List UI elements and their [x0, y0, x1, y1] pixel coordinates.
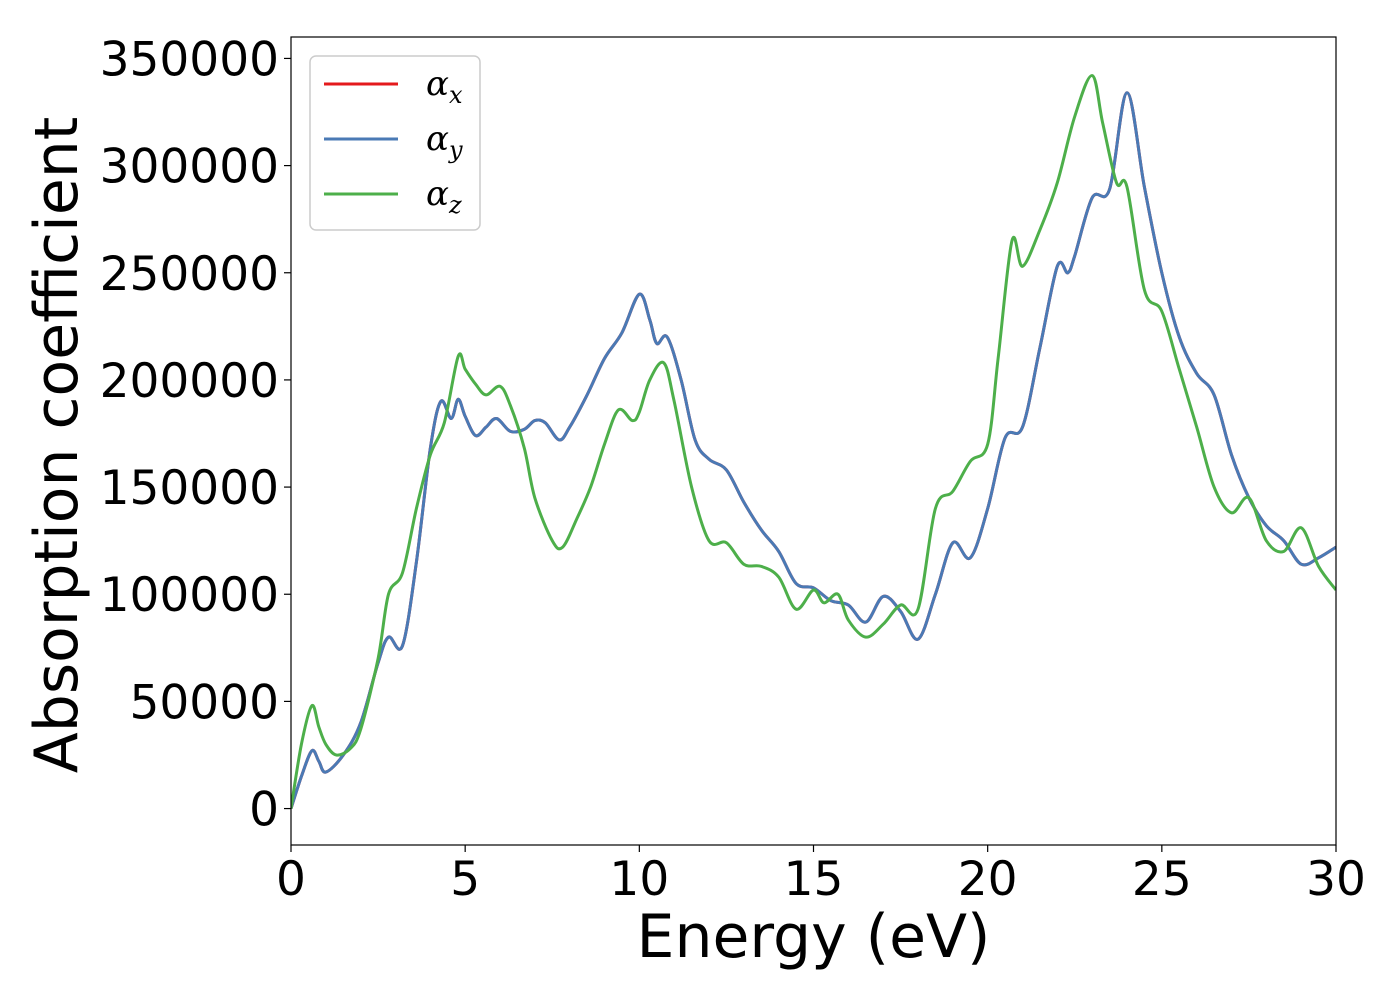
legend-label-base: α — [426, 119, 449, 159]
y-tick-label: 350000 — [100, 32, 279, 87]
y-tick-label: 250000 — [100, 247, 279, 302]
y-axis-ticks: 0 50000 100000 150000 200000 250000 300000 3500… — [100, 32, 291, 838]
y-tick-label: 0 — [249, 783, 279, 838]
legend-label: αx — [426, 64, 463, 109]
series-layer — [291, 74, 1336, 810]
y-tick-label: 100000 — [100, 568, 279, 623]
legend-label-sub: x — [449, 81, 463, 109]
y-tick-label: 50000 — [129, 675, 279, 730]
plot-frame — [290, 36, 1337, 846]
x-tick-label: 10 — [609, 852, 669, 907]
legend-label-base: α — [426, 64, 449, 104]
y-axis-title: Absorption coefficient — [22, 117, 92, 774]
x-tick-label: 15 — [784, 852, 844, 907]
x-tick-label: 25 — [1132, 852, 1192, 907]
x-axis-ticks: 0 5 10 15 20 25 30 — [276, 845, 1366, 907]
legend-label-sub: z — [448, 191, 462, 219]
legend-label: αz — [426, 174, 462, 219]
series-line-z — [291, 74, 1336, 809]
y-tick-label: 300000 — [100, 140, 279, 195]
legend-box — [309, 55, 481, 231]
legend-label: αy — [426, 119, 463, 164]
legend-label-base: α — [426, 174, 449, 214]
x-tick-label: 30 — [1306, 852, 1366, 907]
y-tick-label: 150000 — [100, 461, 279, 516]
x-tick-label: 5 — [450, 852, 480, 907]
legend-label-sub: y — [448, 136, 463, 164]
x-axis-title: Energy (eV) — [637, 902, 991, 972]
series-line-y — [291, 91, 1336, 810]
x-tick-label: 20 — [958, 852, 1018, 907]
x-tick-label: 0 — [276, 852, 306, 907]
y-tick-label: 200000 — [100, 354, 279, 409]
